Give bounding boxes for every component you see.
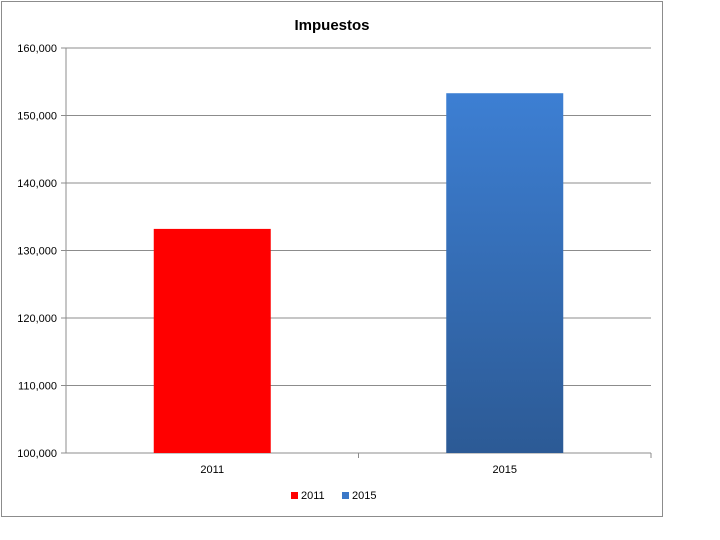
y-tick-label: 130,000 xyxy=(17,246,57,258)
legend-swatch-2011 xyxy=(291,492,298,499)
y-tick-label: 120,000 xyxy=(17,313,57,325)
legend-label: 2015 xyxy=(352,490,376,502)
y-tick-label: 100,000 xyxy=(17,448,57,460)
legend-swatch-2015 xyxy=(342,492,349,499)
legend-label: 2011 xyxy=(301,490,325,502)
x-axis-ticks: 2011 2015 xyxy=(200,453,652,476)
bars xyxy=(153,93,564,453)
legend: 2011 2015 xyxy=(291,490,376,502)
chart-title: Impuestos xyxy=(294,17,369,34)
y-tick-label: 110,000 xyxy=(18,381,57,393)
y-axis-ticks: 100,000 110,000 120,000 130,000 140,000 150,0… xyxy=(17,43,66,460)
bar-2015 xyxy=(446,93,564,453)
y-tick-label: 150,000 xyxy=(17,111,57,123)
x-tick-label: 2015 xyxy=(493,464,517,476)
bar-2011 xyxy=(153,228,271,453)
y-tick-label: 140,000 xyxy=(17,178,57,190)
y-tick-label: 160,000 xyxy=(17,43,57,55)
x-tick-label: 2011 xyxy=(200,464,224,476)
